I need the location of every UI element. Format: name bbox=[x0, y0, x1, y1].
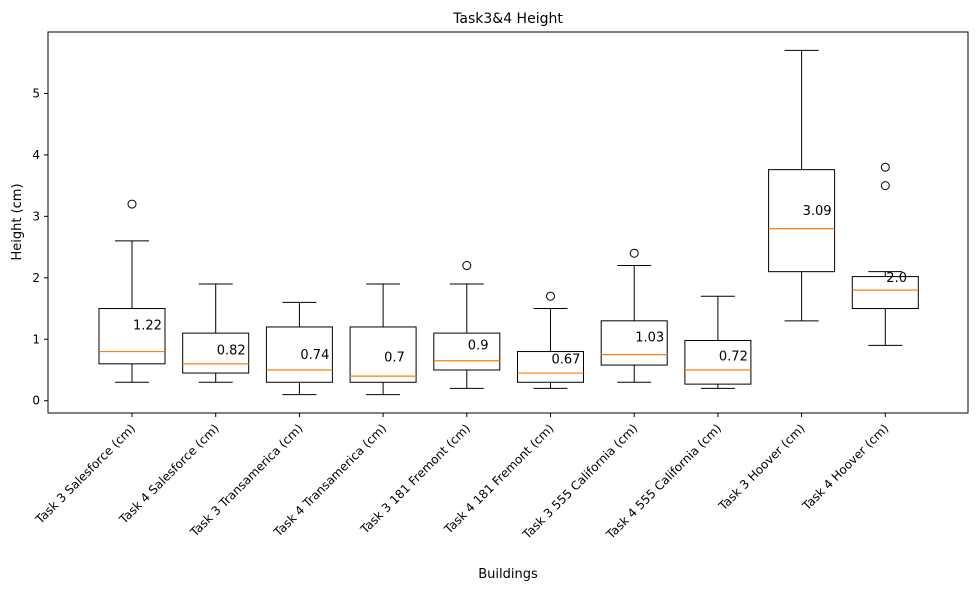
box-5: 0.9 bbox=[433, 261, 501, 389]
y-axis: 0 1 2 3 4 5 bbox=[32, 86, 48, 408]
chart-title: Task3&4 Height bbox=[452, 11, 563, 27]
outlier-point bbox=[880, 181, 890, 191]
outlier-point bbox=[880, 162, 890, 172]
box-7: 1.03 bbox=[600, 248, 668, 383]
mean-value-label: 0.72 bbox=[719, 349, 748, 364]
y-axis-label: Height (cm) bbox=[10, 183, 25, 260]
box-10: 2.0 bbox=[851, 162, 919, 346]
y-tick-label: 3 bbox=[32, 209, 40, 223]
box-iqr bbox=[684, 339, 752, 385]
box-iqr bbox=[349, 326, 417, 383]
y-tick-label: 5 bbox=[32, 86, 40, 100]
axes-frame bbox=[47, 31, 969, 414]
box-8: 0.72 bbox=[684, 295, 752, 389]
outlier-point bbox=[629, 248, 639, 258]
mean-value-label: 0.74 bbox=[300, 348, 329, 363]
box-iqr bbox=[851, 276, 919, 310]
outlier-point bbox=[546, 291, 555, 301]
y-tick-label: 2 bbox=[32, 271, 40, 285]
box-3: 0.74 bbox=[265, 301, 333, 396]
box-iqr bbox=[433, 332, 501, 371]
box-iqr bbox=[517, 351, 584, 383]
mean-value-label: 3.09 bbox=[803, 204, 832, 219]
y-tick-label: 4 bbox=[32, 148, 40, 162]
plot-area: 1.22 0.82 0.74 0.7 0.9 0.67 1.03 0.72 3.09 2.0 bbox=[98, 49, 919, 396]
mean-value-label: 1.03 bbox=[635, 330, 664, 345]
box-iqr bbox=[265, 326, 333, 383]
box-6: 0.67 bbox=[517, 291, 584, 389]
box-4: 0.7 bbox=[349, 283, 417, 396]
box-9: 3.09 bbox=[768, 49, 836, 322]
mean-value-label: 0.9 bbox=[468, 338, 489, 353]
x-tick-label: Task 3 Hoover (cm) bbox=[715, 421, 807, 513]
outlier-point bbox=[127, 199, 137, 209]
box-iqr bbox=[600, 320, 668, 366]
box-iqr bbox=[98, 308, 166, 365]
box-1: 1.22 bbox=[98, 199, 166, 383]
mean-value-label: 1.22 bbox=[133, 319, 162, 334]
mean-value-label: 0.67 bbox=[552, 353, 581, 368]
x-axis: Task 3 Salesforce (cm)Task 4 Salesforce … bbox=[32, 413, 891, 542]
box-iqr bbox=[182, 332, 250, 374]
box-iqr bbox=[768, 169, 836, 273]
mean-value-label: 0.7 bbox=[384, 351, 405, 366]
x-tick-label: Task 4 Hoover (cm) bbox=[799, 421, 891, 513]
mean-value-label: 2.0 bbox=[886, 271, 907, 286]
y-tick-label: 1 bbox=[32, 332, 40, 346]
box-2: 0.82 bbox=[182, 283, 250, 383]
y-tick-label: 0 bbox=[32, 394, 40, 408]
x-axis-label: Buildings bbox=[478, 567, 538, 582]
outlier-point bbox=[462, 261, 472, 271]
mean-value-label: 0.82 bbox=[217, 343, 246, 358]
